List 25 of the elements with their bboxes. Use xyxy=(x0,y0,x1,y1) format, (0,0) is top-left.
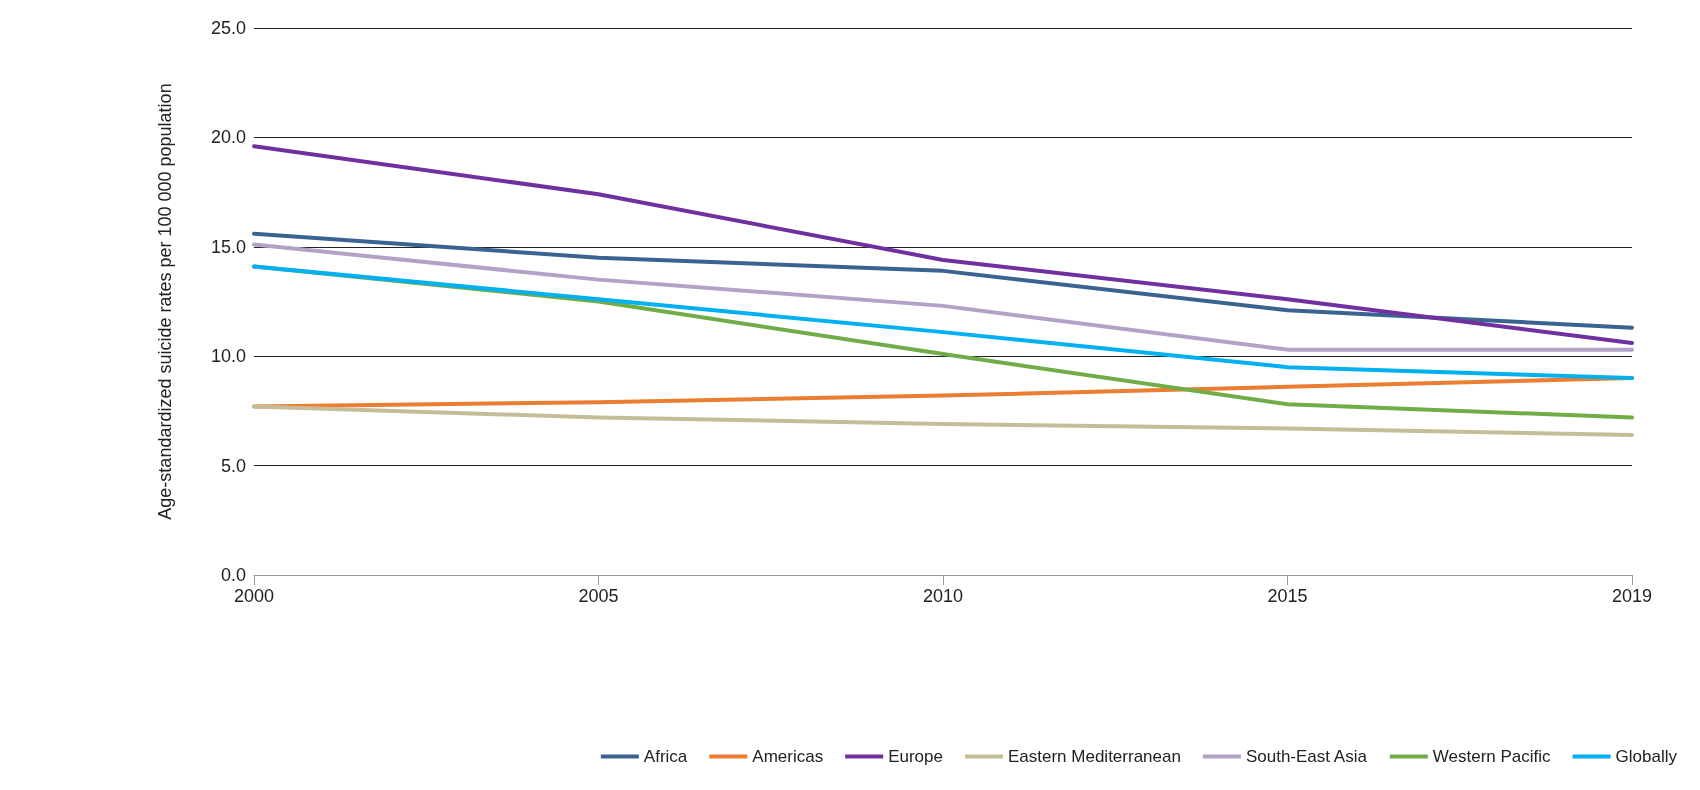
line-series xyxy=(252,231,1634,330)
legend-label: Americas xyxy=(752,747,824,766)
x-tick-label: 2005 xyxy=(578,586,619,606)
legend-label: Africa xyxy=(643,747,688,766)
legend-label: South-East Asia xyxy=(1245,747,1368,766)
line-series xyxy=(252,242,1634,352)
line-series xyxy=(252,376,1634,409)
x-tick-label: 2019 xyxy=(1611,586,1653,606)
line-series xyxy=(252,264,1634,381)
y-axis-title: Age-standardized suicide rates per 100 000 population xyxy=(155,83,175,520)
x-tick-label: 2015 xyxy=(1267,586,1308,606)
legend-label: Eastern Mediterranean xyxy=(1007,747,1181,766)
line-series xyxy=(252,144,1634,346)
y-tick-label: 25.0 xyxy=(210,18,246,38)
y-tick-label: 10.0 xyxy=(210,346,246,367)
y-tick-label: 15.0 xyxy=(210,236,246,257)
legend-label: Europe xyxy=(888,747,943,766)
y-tick-label: 0.0 xyxy=(220,565,246,585)
legend-label: Globally xyxy=(1615,747,1678,766)
x-tick-label: 2000 xyxy=(233,586,275,606)
y-tick-label: 20.0 xyxy=(210,127,246,148)
x-tick-label: 2010 xyxy=(922,586,964,606)
legend-label: Western Pacific xyxy=(1432,747,1552,766)
y-tick-label: 5.0 xyxy=(220,455,246,476)
line-series xyxy=(252,404,1634,437)
